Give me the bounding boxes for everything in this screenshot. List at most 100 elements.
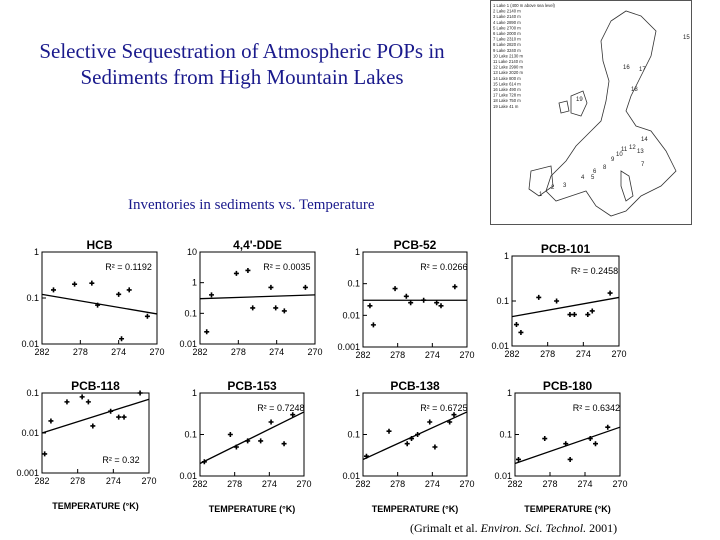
x-tick-label: 278 [73, 347, 88, 357]
x-tick-label: 270 [611, 349, 626, 359]
map-site-label: 1 [539, 192, 543, 198]
data-point [605, 424, 611, 430]
y-tick-label: 0.01 [491, 341, 509, 351]
x-tick-label: 270 [296, 479, 311, 489]
map-site-label: 10 [616, 152, 623, 158]
map-site-label: 2 [551, 185, 555, 191]
trend-line [41, 293, 158, 315]
data-point [587, 436, 593, 442]
lake-location-map: 1 Lake 1 (400 m above sea level) 2 Lake 2… [490, 0, 692, 225]
data-point [403, 293, 409, 299]
x-tick-label: 282 [355, 350, 370, 360]
iberia-outline [528, 165, 554, 197]
map-site-label: 13 [637, 149, 644, 155]
data-point [281, 441, 287, 447]
map-site-label: 12 [629, 145, 636, 151]
x-tick-label: 278 [390, 479, 405, 489]
italy-outline [620, 170, 634, 202]
x-tick-label: 274 [425, 479, 440, 489]
map-legend-item: 19 Lake 41 m [493, 104, 519, 109]
plot-title: PCB-101 [541, 242, 591, 256]
data-point [302, 284, 308, 290]
trend-line [199, 294, 316, 300]
data-point [434, 300, 440, 306]
data-point [593, 441, 598, 447]
scatter-panel: PCB-101 0.01 0.1 1 282 278 274 270 R² = 0.2458 [491, 242, 626, 359]
x-tick-label: 274 [106, 476, 121, 486]
x-tick-label: 274 [425, 350, 440, 360]
plot-title: PCB-153 [227, 379, 277, 393]
x-tick-label: 270 [149, 347, 164, 357]
data-point [585, 312, 591, 318]
trend-line [511, 296, 620, 318]
uk-outline [570, 90, 588, 117]
x-tick-label: 278 [231, 347, 246, 357]
plot-title: PCB-52 [394, 238, 437, 252]
data-point [119, 336, 125, 342]
map-legend-item: 9 Lake 3240 m [493, 48, 521, 53]
data-point [516, 456, 521, 462]
data-point [126, 287, 132, 293]
data-point [542, 436, 548, 442]
plot-title: PCB-118 [71, 379, 120, 393]
trend-line [199, 411, 305, 465]
data-point [268, 284, 274, 290]
data-point [451, 412, 457, 418]
map-site-label: 15 [683, 35, 690, 41]
data-point [567, 456, 573, 462]
data-point [137, 390, 143, 396]
ireland-outline [558, 100, 570, 114]
r-squared-label: R² = 0.1192 [105, 262, 152, 272]
data-point [245, 267, 251, 273]
scatter-panel: PCB-180 0.01 0.1 1 282 278 274 270 R² = 0.6342 TE… [494, 379, 627, 514]
x-axis-label: TEMPERATURE (°K) [372, 504, 458, 514]
y-tick-label: 0.1 [347, 279, 360, 289]
data-point [108, 408, 114, 414]
y-tick-label: 0.01 [179, 471, 197, 481]
plot-title: PCB-180 [543, 379, 593, 393]
map-legend-item: 6 Lake 2000 m [493, 31, 521, 36]
map-site-label: 5 [591, 175, 595, 181]
map-site-label: 4 [581, 175, 585, 181]
page-title: Selective Sequestration of Atmospheric P… [39, 39, 445, 89]
map-site-label: 11 [621, 147, 628, 153]
x-axis-label: TEMPERATURE (°K) [209, 504, 295, 514]
x-tick-label: 282 [192, 347, 207, 357]
r-squared-label: R² = 0.2458 [571, 266, 618, 276]
map-site-label: 17 [639, 67, 646, 73]
data-point [567, 312, 573, 318]
x-tick-label: 278 [542, 479, 557, 489]
data-point [589, 308, 595, 314]
y-tick-label: 1 [355, 388, 360, 398]
plot-title: PCB-138 [390, 379, 440, 393]
plot-frame [199, 251, 316, 345]
y-tick-label: 1 [192, 278, 197, 288]
data-point [404, 441, 410, 447]
data-point [607, 290, 613, 296]
data-point [432, 444, 438, 450]
map-legend-item: 13 Lake 2020 m [493, 70, 524, 75]
trend-line [514, 426, 621, 465]
x-axis-label: TEMPERATURE (°K) [524, 504, 610, 514]
x-tick-label: 270 [612, 479, 627, 489]
data-point [121, 414, 127, 420]
r-squared-label: R² = 0.0035 [263, 262, 310, 272]
map-legend-item: 10 Lake 2130 m [493, 53, 524, 58]
x-tick-label: 278 [540, 349, 555, 359]
data-point [409, 436, 415, 442]
data-point [421, 297, 427, 303]
y-tick-label: 0.1 [347, 430, 360, 440]
data-point [85, 399, 91, 405]
y-tick-label: 0.001 [337, 342, 360, 352]
data-point [273, 305, 279, 311]
scatter-panel: PCB-52 0.001 0.01 0.1 1 282 278 274 270 R² = 0.02… [337, 238, 474, 360]
y-tick-label: 0.01 [342, 310, 360, 320]
data-point [72, 281, 78, 287]
data-point [116, 414, 122, 420]
y-tick-label: 1 [507, 388, 512, 398]
map-site-label: 9 [611, 157, 615, 163]
map-legend-item: 16 Lake 490 m [493, 87, 521, 92]
data-point [408, 300, 414, 306]
data-point [367, 303, 373, 309]
x-tick-label: 282 [192, 479, 207, 489]
